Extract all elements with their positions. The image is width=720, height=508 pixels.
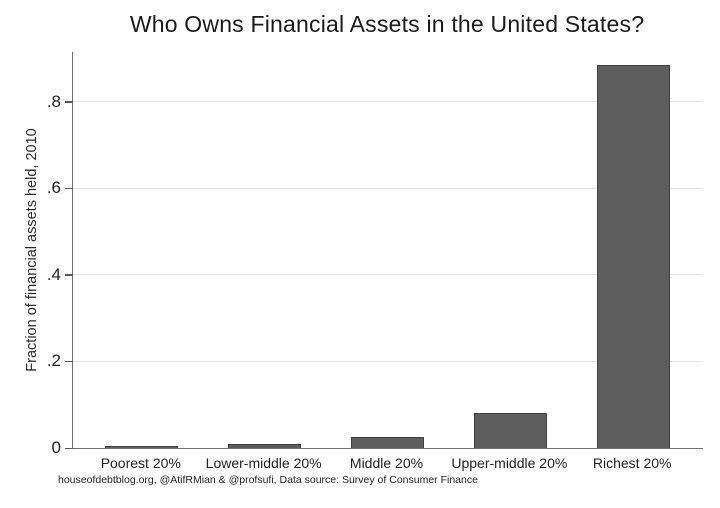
y-tick-.8: [65, 101, 73, 103]
gridline-.2: [73, 360, 703, 362]
bar-upper-middle-20-: [473, 413, 547, 448]
y-tick-label: .4: [46, 264, 61, 284]
x-axis-label: Upper-middle 20%: [451, 455, 568, 471]
y-tick-label: .6: [46, 178, 61, 198]
y-axis-title: Fraction of financial assets held, 2010: [24, 128, 40, 372]
y-tick-label: .2: [46, 351, 61, 371]
chart-title: Who Owns Financial Assets in the United …: [129, 11, 645, 37]
bar-richest-20-: [596, 64, 670, 448]
y-tick-.6: [65, 187, 73, 190]
gridline-.6: [73, 187, 703, 189]
bar-middle-20-: [350, 437, 424, 448]
y-tick-label: 0: [51, 438, 61, 457]
x-axis-label: Middle 20%: [349, 455, 424, 471]
source-note: houseofdebtblog.org, @AtifRMian & @profs…: [58, 474, 478, 486]
plot-area: 0 .2 .4 .6 .8: [47, 52, 703, 457]
x-axis-label: Richest 20%: [592, 455, 672, 471]
y-tick-.4: [65, 274, 73, 276]
bar-lower-middle-20-: [228, 443, 302, 448]
y-tick-label: .8: [46, 91, 61, 111]
x-axis-label: Lower-middle 20%: [205, 455, 322, 471]
gridline-.4: [73, 274, 703, 276]
bar-poorest-20-: [105, 445, 179, 448]
x-axis-label: Poorest 20%: [100, 455, 181, 471]
y-tick-.2: [65, 360, 73, 363]
gridline-.8: [73, 101, 703, 103]
y-tick-0: [65, 447, 73, 449]
